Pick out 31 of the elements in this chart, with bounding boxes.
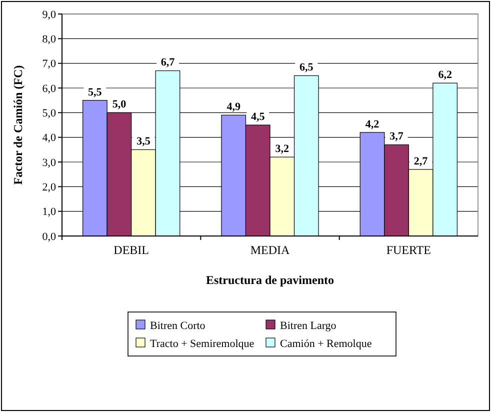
- x-tick-label: MEDIA: [250, 243, 290, 257]
- y-tick-label: 6,0: [42, 82, 56, 95]
- data-label: 3,5: [136, 136, 151, 148]
- data-label: 3,2: [275, 143, 290, 156]
- data-label: 3,7: [390, 130, 404, 143]
- data-label: 4,9: [226, 101, 241, 114]
- y-tick-label: 2,0: [42, 182, 56, 194]
- data-label: 5,5: [88, 86, 102, 98]
- x-tick-label: DEBIL: [114, 243, 149, 257]
- y-tick-label: 3,0: [42, 156, 56, 169]
- y-tick-label: 9,0: [42, 8, 56, 21]
- data-label: 6,7: [160, 56, 176, 69]
- y-axis-title: Factor de Camión (FC): [11, 65, 25, 185]
- data-label: 6,2: [438, 69, 452, 82]
- y-tick-label: 1,0: [42, 206, 56, 218]
- y-tick-label: 0,0: [42, 230, 56, 243]
- y-tick-label: 7,0: [42, 58, 56, 70]
- data-label: 4,2: [365, 118, 380, 130]
- legend-label: Bitren Largo: [280, 320, 337, 332]
- data-label: 6,5: [300, 62, 314, 74]
- data-label: 4,5: [250, 111, 266, 123]
- legend-label: Tracto + Semiremolque: [150, 338, 254, 350]
- legend-label: Bitren Corto: [150, 320, 206, 332]
- legend-label: Camión + Remolque: [280, 338, 372, 350]
- y-tick-label: 5,0: [42, 108, 56, 120]
- x-axis-title: Estructura de pavimento: [206, 273, 334, 287]
- x-tick-label: FUERTE: [386, 243, 431, 257]
- data-label: 2,7: [414, 155, 428, 168]
- y-tick-label: 4,0: [42, 132, 56, 144]
- data-label: 5,0: [112, 98, 127, 111]
- y-tick-label: 8,0: [42, 34, 56, 46]
